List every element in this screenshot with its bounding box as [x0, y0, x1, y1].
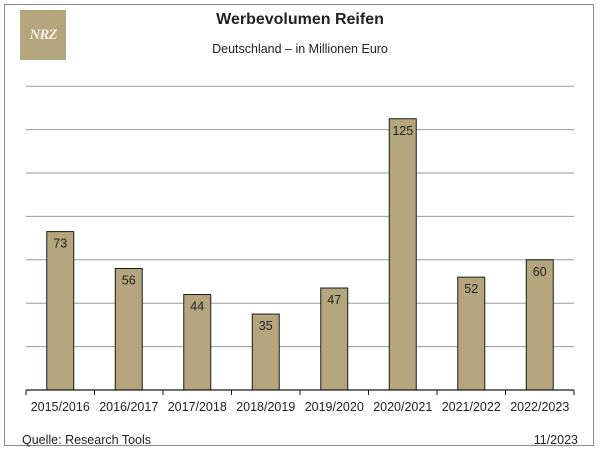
- source-note: Quelle: Research Tools: [22, 433, 152, 447]
- x-tick-label: 2017/2018: [168, 400, 227, 414]
- bar: [46, 231, 75, 391]
- x-tick-label: 2015/2016: [31, 400, 90, 414]
- x-tick-label: 2021/2022: [442, 400, 501, 414]
- x-tick-label: 2020/2021: [373, 400, 432, 414]
- grid-lines: [26, 85, 574, 348]
- data-label: 125: [392, 124, 413, 138]
- bar: [525, 259, 554, 391]
- x-tick-label: 2016/2017: [99, 400, 158, 414]
- x-tick-label: 2018/2019: [236, 400, 295, 414]
- x-tick-label: 2022/2023: [510, 400, 569, 414]
- x-axis: 2015/2016 2016/2017 2017/2018 2018/2019 2019…: [25, 389, 575, 414]
- logo-text: NRZ: [29, 26, 58, 43]
- x-tick-label: 2019/2020: [305, 400, 364, 414]
- chart-subtitle: Deutschland – in Millionen Euro: [212, 42, 388, 56]
- data-label: 60: [533, 265, 547, 279]
- bar: [183, 294, 212, 391]
- chart-frame: [4, 4, 594, 446]
- data-label: 52: [464, 282, 478, 296]
- bar: [251, 313, 280, 391]
- data-label: 47: [327, 293, 341, 307]
- date-note: 11/2023: [533, 433, 578, 447]
- bar: [388, 118, 417, 391]
- data-labels: 73 56 44 35 47 125 52 60: [53, 124, 546, 333]
- bars: [46, 118, 554, 391]
- data-label: 44: [190, 300, 204, 314]
- data-label: 56: [122, 273, 136, 287]
- nrz-logo: NRZ: [20, 10, 66, 60]
- data-label: 73: [53, 237, 67, 251]
- chart-title: Werbevolumen Reifen: [216, 11, 384, 28]
- data-label: 35: [259, 319, 273, 333]
- bar: [114, 267, 143, 391]
